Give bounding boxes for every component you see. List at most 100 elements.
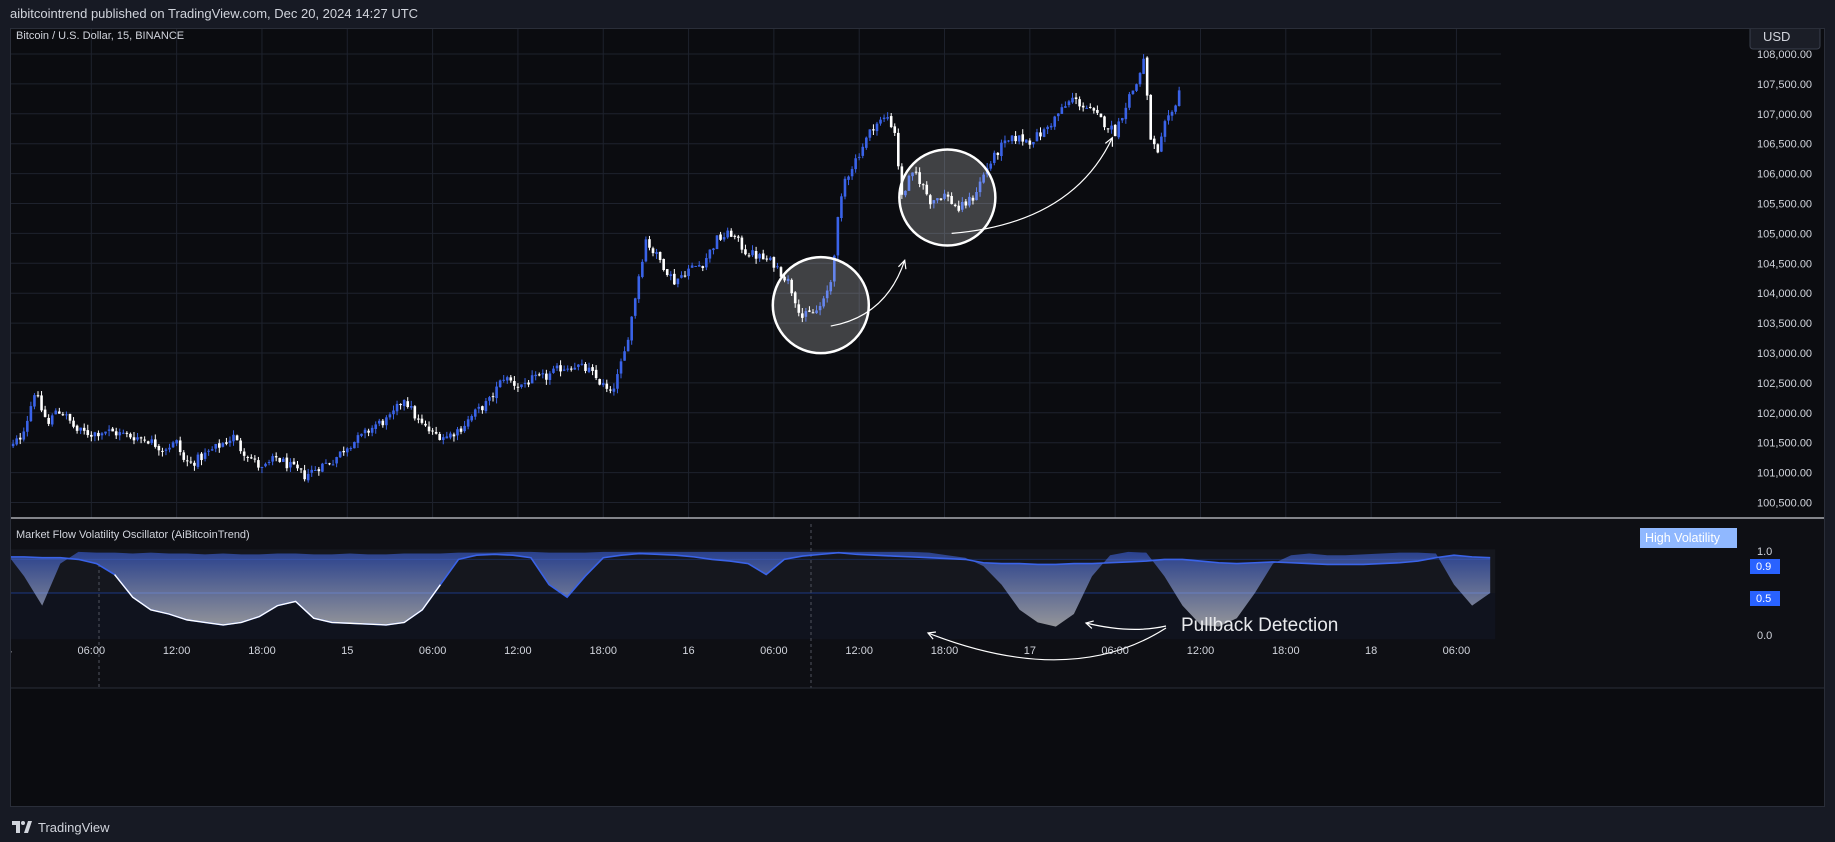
candle-up	[850, 169, 854, 177]
candle-down	[381, 420, 385, 426]
candle-up	[505, 377, 509, 381]
candle-up	[463, 425, 466, 432]
pullback-arrow-near	[1085, 622, 1167, 630]
candle-up	[1131, 90, 1135, 95]
candle-up	[865, 137, 868, 148]
candle-down	[516, 386, 520, 388]
candle-up	[11, 443, 15, 447]
candle-up	[175, 440, 178, 444]
candle-up	[107, 429, 111, 431]
candle-up	[534, 374, 537, 377]
candle-up	[122, 432, 125, 434]
candle-up	[541, 373, 545, 375]
candle-down	[274, 456, 278, 458]
candle-up	[1177, 90, 1181, 106]
annotation-arrowhead	[1104, 136, 1114, 147]
time-tick-label: 14	[11, 645, 12, 657]
candle-down	[225, 442, 228, 444]
candle-up	[868, 129, 872, 138]
candle-down	[427, 426, 431, 432]
candle-down	[783, 276, 786, 281]
candle-up	[626, 339, 630, 352]
candle-down	[36, 395, 40, 397]
candle-up	[100, 433, 104, 436]
candle-down	[765, 258, 769, 260]
candle-down	[1113, 124, 1117, 137]
candle-up	[822, 298, 825, 307]
candle-up	[833, 255, 836, 282]
currency-button[interactable]: USD	[1749, 22, 1821, 50]
price-tick-label: 104,000.00	[1757, 288, 1812, 300]
candle-down	[161, 450, 164, 452]
candle-up	[484, 401, 488, 412]
candle-up	[29, 406, 33, 422]
candle-up	[150, 439, 154, 444]
oscillator-line-low	[114, 574, 441, 626]
candle-down	[729, 230, 733, 237]
chart-canvas[interactable]: 108,000.00 107,500.00 107,000.00 106,500.00…	[0, 22, 1824, 806]
candle-up	[843, 178, 847, 197]
candle-down	[1074, 97, 1078, 99]
time-tick-label: 06:00	[419, 645, 447, 657]
candle-up	[445, 436, 449, 439]
candle-up	[1003, 140, 1007, 144]
candle-down	[434, 431, 438, 434]
candle-down	[701, 266, 705, 268]
pullback-arrow-far	[927, 627, 1167, 661]
candle-down	[125, 432, 129, 434]
candle-down	[47, 417, 50, 424]
candle-up	[15, 438, 18, 445]
candle-up	[310, 469, 314, 473]
level-badge-lower: 0.5	[1750, 591, 1780, 606]
candle-up	[363, 429, 367, 434]
candle-up	[409, 406, 413, 408]
oscillator-tick-label: 1.0	[1757, 546, 1772, 558]
tradingview-logo[interactable]: TradingView	[12, 818, 110, 836]
candle-down	[132, 437, 136, 441]
candle-down	[1103, 116, 1106, 128]
candle-up	[1042, 129, 1046, 137]
candle-up	[758, 254, 761, 259]
time-tick-label: 18:00	[248, 645, 276, 657]
candle-up	[1032, 142, 1035, 145]
time-tick-label: 06:00	[1101, 645, 1129, 657]
candle-down	[82, 427, 86, 431]
price-tick-label: 100,500.00	[1757, 498, 1812, 510]
candle-up	[879, 119, 882, 124]
candle-down	[914, 171, 918, 173]
candle-down	[889, 116, 893, 128]
candle-up	[210, 449, 214, 451]
candle-up	[623, 351, 626, 361]
candle-down	[609, 389, 612, 391]
status-badge: High Volatility	[1640, 528, 1737, 548]
candle-down	[200, 453, 203, 461]
candle-down	[424, 423, 427, 426]
candle-down	[182, 452, 186, 460]
candle-up	[221, 443, 225, 447]
candle-down	[527, 382, 530, 385]
candle-down	[996, 152, 1000, 156]
candles	[4, 54, 1181, 483]
candle-up	[33, 395, 36, 407]
candle-up	[1138, 73, 1142, 85]
candle-up	[118, 432, 122, 436]
price-tick-label: 106,000.00	[1757, 169, 1812, 181]
candle-up	[1060, 107, 1064, 114]
candle-down	[1014, 135, 1017, 142]
candle-down	[651, 248, 655, 254]
price-tick-label: 104,500.00	[1757, 258, 1812, 270]
time-tick-label: 15	[341, 645, 353, 657]
time-tick-label: 18:00	[589, 645, 617, 657]
candle-up	[1024, 139, 1028, 143]
chart-frame[interactable]: 108,000.00 107,500.00 107,000.00 106,500.00…	[0, 22, 1825, 807]
candle-down	[897, 132, 900, 167]
candle-down	[1078, 99, 1081, 107]
price-tick-label: 103,500.00	[1757, 318, 1812, 330]
candle-up	[776, 266, 779, 268]
candle-up	[875, 123, 879, 132]
candle-down	[939, 198, 943, 201]
candle-down	[129, 433, 132, 438]
candle-down	[431, 430, 434, 432]
candle-down	[43, 409, 47, 417]
candle-up	[644, 239, 648, 262]
